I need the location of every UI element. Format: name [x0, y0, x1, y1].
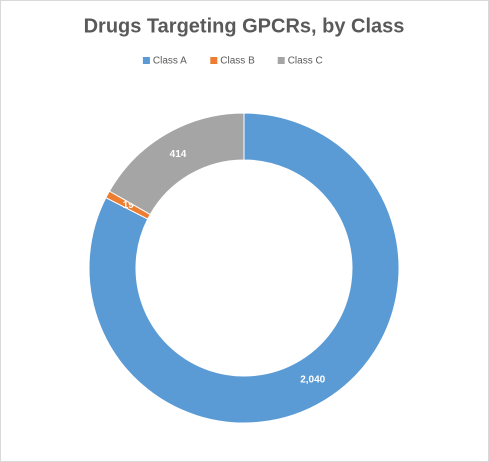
legend-swatch	[142, 57, 150, 64]
legend-label: Class A	[153, 56, 187, 67]
legend-label: Class C	[288, 56, 323, 67]
legend-swatch	[277, 57, 285, 64]
legend-swatch	[210, 57, 218, 64]
legend-label: Class B	[220, 56, 255, 67]
data-label: 2,040	[300, 375, 325, 386]
chart-title: Drugs Targeting GPCRs, by Class	[84, 15, 405, 37]
donut-segment	[88, 112, 400, 424]
data-label: 414	[170, 149, 187, 160]
donut-segment	[108, 112, 245, 216]
data-label: 19	[123, 200, 135, 211]
